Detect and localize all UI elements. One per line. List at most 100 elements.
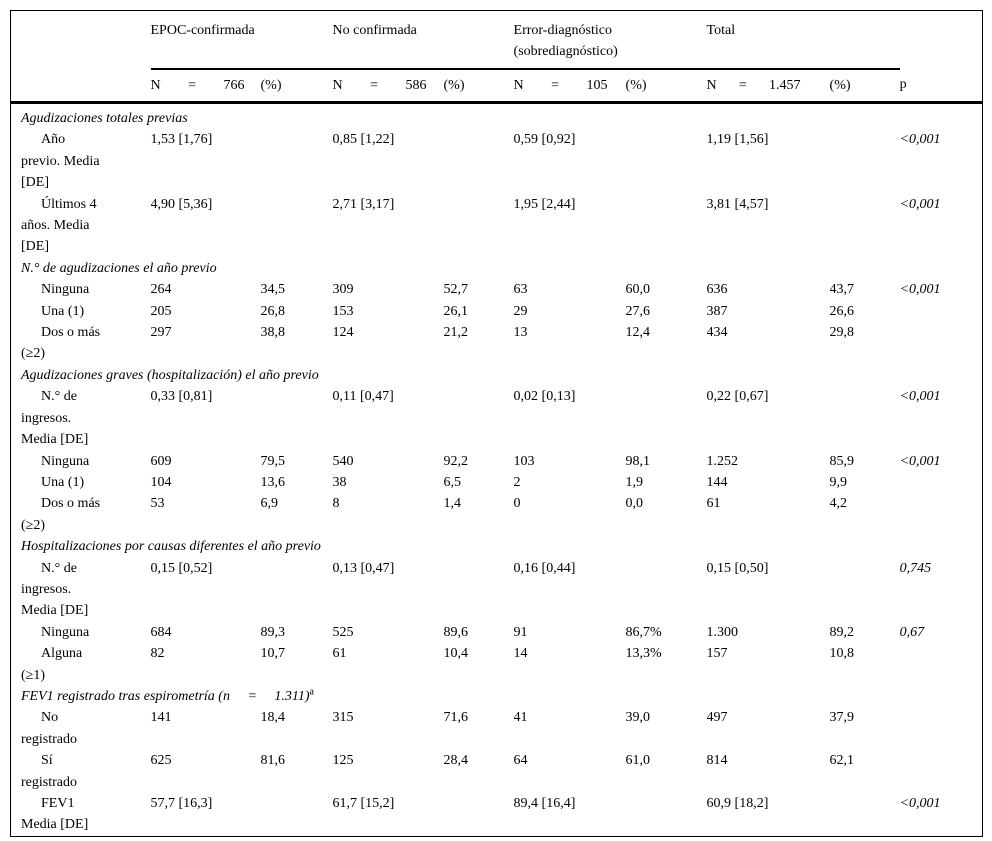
percent-value-cell — [261, 558, 333, 622]
row-label-line: N.° de — [41, 560, 77, 576]
count-value-cell: 625 — [150, 753, 172, 769]
row-label-line: Alguna — [41, 646, 83, 662]
n-equation: N = 766 — [151, 76, 245, 96]
table-body: Agudizaciones totales previas Año previo. … — [11, 103, 983, 837]
percent-value-cell — [261, 793, 333, 836]
count-value-cell: 8 — [332, 496, 340, 512]
equals-sign: = — [738, 78, 747, 93]
count-value-cell: 60,9 [18,2] — [706, 796, 769, 811]
count-value-cell: 64 — [513, 753, 528, 769]
count-value-cell: 205 — [150, 303, 172, 319]
percent-value-cell — [261, 129, 333, 193]
percent-value-cell: 10,7 — [260, 646, 286, 662]
count-value-cell: 309 — [332, 282, 354, 298]
percent-value-cell: 13,3% — [625, 646, 662, 662]
table-row: Una (1) 205 26,8 153 26,1 29 27,6 387 26,6 — [11, 301, 983, 322]
n-symbol: N — [332, 78, 343, 93]
percent-value-cell: 29,8 — [829, 325, 855, 341]
p-value-cell — [900, 643, 983, 686]
group-header-error-diagnostico: Error-diagnóstico (sobrediagnóstico) — [513, 10, 707, 70]
count-value-cell: 2,71 [3,17] — [332, 196, 395, 212]
percent-value-cell — [444, 793, 514, 836]
percent-header-no-confirmada: (%) — [443, 69, 514, 104]
row-label-line: Media [DE] — [21, 817, 89, 833]
count-value-cell: 0,22 [0,67] — [706, 389, 769, 405]
p-value-cell — [900, 301, 983, 322]
row-label-line: Sí — [41, 753, 53, 769]
row-label-line: ingresos. — [21, 410, 72, 426]
corner-spacer-cell — [11, 11, 151, 70]
n-value: 105 — [586, 78, 608, 93]
count-value-cell: 497 — [706, 710, 728, 726]
percent-value-cell: 6,9 — [260, 496, 279, 512]
p-value-cell: <0,001 — [899, 132, 941, 148]
table-row: N.° de ingresos. Media [DE] 0,15 [0,52] 0,13… — [11, 558, 983, 622]
count-value-cell: 0,15 [0,50] — [706, 560, 769, 576]
row-label-line: Ninguna — [41, 453, 90, 469]
count-value-cell: 82 — [150, 646, 165, 662]
table-row: No registrado 141 18,4 315 71,6 41 39,0 497 37,9 — [11, 707, 983, 750]
percent-value-cell: 62,1 — [829, 753, 855, 769]
count-value-cell: 13 — [513, 325, 528, 341]
count-value-cell: 297 — [150, 325, 172, 341]
row-label-line: Año — [41, 132, 66, 148]
group-header-row: EPOC-confirmada No confirmada Error-diag… — [11, 10, 983, 70]
p-column-header: p — [899, 69, 983, 104]
p-value-cell — [900, 707, 983, 750]
row-label-line: [DE] — [21, 239, 49, 255]
percent-value-cell: 79,5 — [260, 453, 286, 469]
percent-value-cell: 13,6 — [260, 474, 286, 490]
n-count-header-error: N = 105 — [513, 69, 626, 104]
percent-value-cell: 28,4 — [443, 753, 469, 769]
row-label: Sí registrado — [11, 750, 151, 793]
row-label-line: Últimos 4 — [41, 196, 97, 212]
percent-value-cell: 61,0 — [625, 753, 651, 769]
percent-value-cell — [830, 194, 900, 258]
table-header: EPOC-confirmada No confirmada Error-diag… — [10, 10, 983, 104]
percent-value-cell: 26,1 — [443, 303, 469, 319]
p-value-cell: 0,67 — [899, 624, 925, 640]
row-label-line: Una (1) — [41, 303, 85, 319]
percent-header-total: (%) — [829, 69, 900, 104]
percent-value-cell — [830, 386, 900, 450]
row-label: N.° de ingresos. Media [DE] — [11, 386, 151, 450]
percent-value-cell: 92,2 — [443, 453, 469, 469]
n-equation: N = 105 — [514, 76, 608, 96]
count-value-cell: 0,02 [0,13] — [513, 389, 576, 405]
count-value-cell: 0,33 [0,81] — [150, 389, 213, 405]
percent-value-cell: 26,8 — [260, 303, 286, 319]
group-header-total: Total — [706, 10, 900, 70]
table-row: Año previo. Media [DE] 1,53 [1,76] 0,85 [1,2… — [11, 129, 983, 193]
table-row: Ninguna 684 89,3 525 89,6 91 86,7% 1.300 89,2 0,6… — [11, 622, 983, 643]
percent-value-cell — [830, 793, 900, 836]
percent-value-cell — [444, 194, 514, 258]
count-value-cell: 61 — [706, 496, 721, 512]
count-value-cell: 157 — [706, 646, 728, 662]
count-value-cell: 636 — [706, 282, 728, 298]
p-value-cell: <0,001 — [899, 282, 941, 298]
count-value-cell: 0,11 [0,47] — [332, 389, 394, 405]
row-label-line: ingresos. — [21, 581, 72, 597]
count-value-cell: 38 — [332, 474, 347, 490]
table-row: Últimos 4 años. Media [DE] 4,90 [5,36] 2,71 … — [11, 194, 983, 258]
p-value-cell: <0,001 — [899, 196, 941, 212]
n-count-header-epoc: N = 766 — [150, 69, 261, 104]
n-value: 1.457 — [769, 78, 801, 93]
count-value-cell: 29 — [513, 303, 528, 319]
percent-value-cell: 37,9 — [829, 710, 855, 726]
row-label-line: No — [41, 710, 59, 726]
percent-value-cell: 38,8 — [260, 325, 286, 341]
row-label-line: Dos o más — [41, 325, 101, 341]
row-label-line: [DE] — [21, 175, 49, 191]
section-header-row: N.° de agudizaciones el año previo — [11, 258, 983, 279]
count-value-cell: 89,4 [16,4] — [513, 796, 576, 811]
percent-header-error: (%) — [625, 69, 707, 104]
percent-value-cell: 21,2 — [443, 325, 469, 341]
section-header-row: Agudizaciones totales previas — [11, 103, 983, 130]
p-value-cell — [900, 493, 983, 536]
p-value-cell — [900, 472, 983, 493]
count-value-cell: 53 — [150, 496, 165, 512]
section-header: FEV1 registrado tras espirometría (n = 1… — [21, 686, 314, 704]
row-label: Dos o más (≥2) — [11, 493, 151, 536]
clinical-stats-table: EPOC-confirmada No confirmada Error-diag… — [10, 10, 984, 837]
